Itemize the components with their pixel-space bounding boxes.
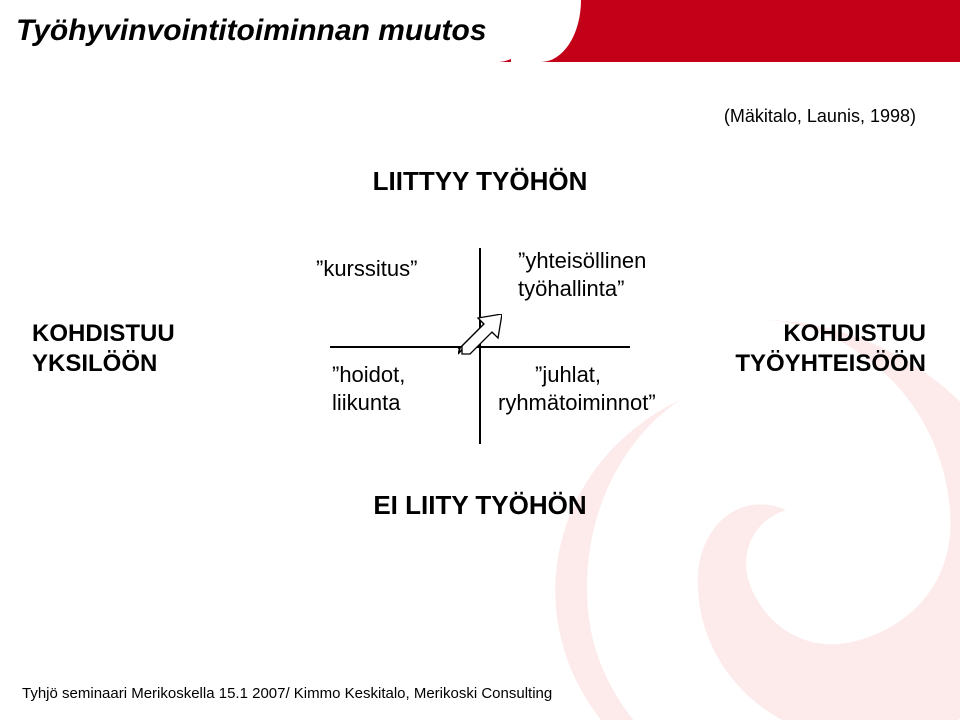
axis-label-left-line1: KOHDISTUU: [32, 320, 175, 348]
citation-text: (Mäkitalo, Launis, 1998): [724, 106, 916, 127]
quadrant-bottom-right-label-line1: ”juhlat,: [535, 362, 601, 388]
quadrant-bottom-left-label-line1: ”hoidot,: [332, 362, 405, 388]
quadrant-top-right-label-line2: työhallinta”: [518, 276, 624, 302]
page-title: Työhyvinvointitoiminnan muutos: [16, 14, 487, 48]
axis-label-left-line2: YKSILÖÖN: [32, 350, 157, 378]
quadrant-bottom-left-label-line2: liikunta: [332, 390, 400, 416]
quadrant-top-left-label: ”kurssitus”: [316, 256, 417, 282]
quadrant-top-right-label-line1: ”yhteisöllinen: [518, 248, 646, 274]
axis-label-right-line1: KOHDISTUU: [783, 320, 926, 348]
quadrant-bottom-right-label-line2: ryhmätoiminnot”: [498, 390, 656, 416]
axis-label-top: LIITTYY TYÖHÖN: [0, 166, 960, 197]
footer-text: Tyhjö seminaari Merikoskella 15.1 2007/ …: [22, 685, 552, 702]
transition-arrow-icon: [458, 314, 502, 358]
axis-label-bottom: EI LIITY TYÖHÖN: [0, 490, 960, 521]
header-tab: Työhyvinvointitoiminnan muutos: [0, 0, 531, 62]
axis-label-right-line2: TYÖYHTEISÖÖN: [735, 350, 926, 378]
